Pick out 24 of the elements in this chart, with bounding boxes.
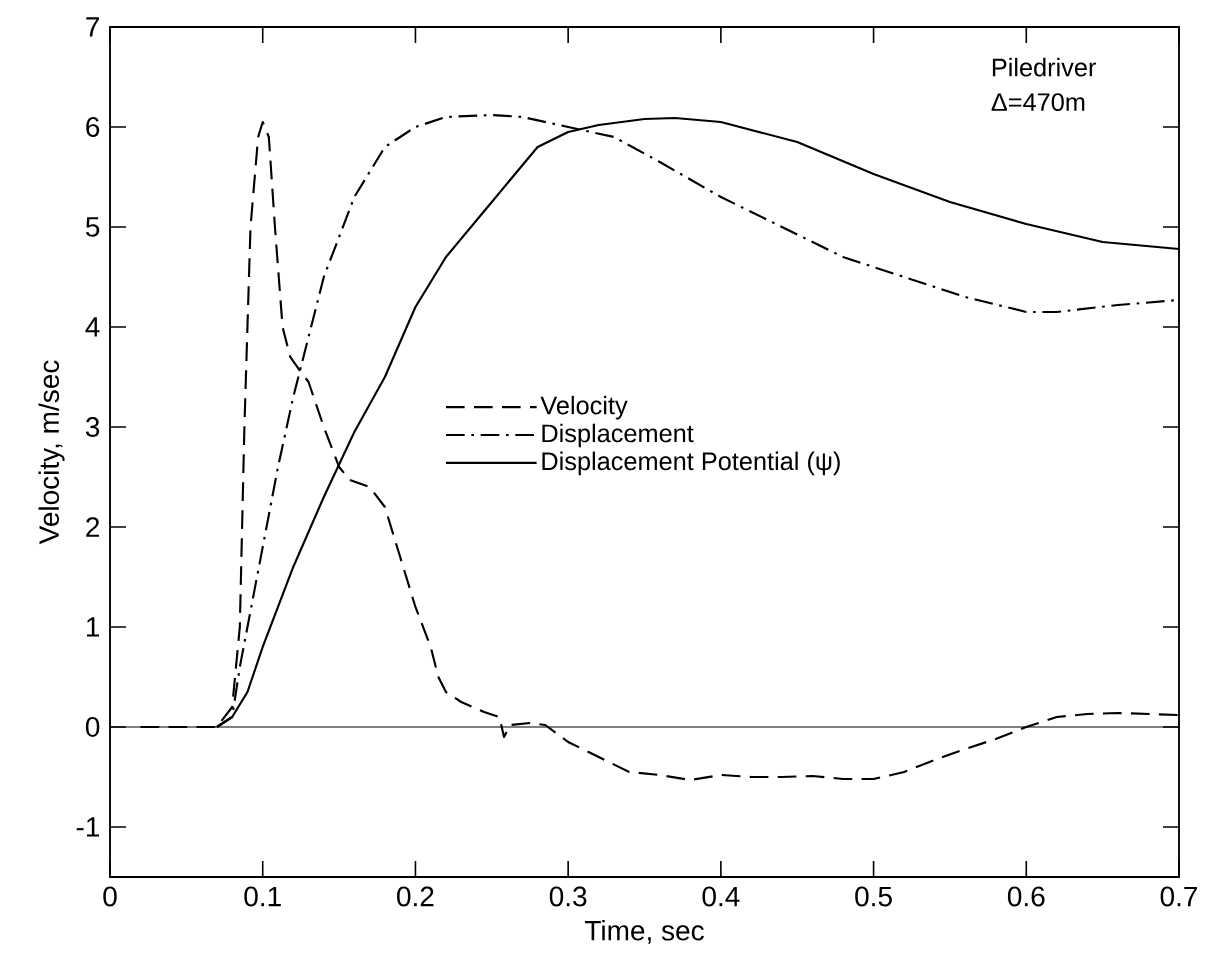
y-tick-label: 7 — [86, 17, 99, 37]
y-tick-label: 4 — [85, 317, 100, 337]
y-tick-label: 0 — [85, 717, 100, 737]
y-tick-label: 5 — [85, 217, 100, 237]
x-tick-label: 0.4 — [702, 886, 740, 907]
legend-label: Displacement Potential (ψ) — [542, 451, 840, 476]
y-tick-label: 1 — [86, 617, 100, 637]
y-tick-label: -1 — [76, 817, 100, 837]
y-tick-label: 3 — [85, 417, 100, 437]
y-tick-label: 6 — [86, 117, 100, 137]
x-tick-label: 0.7 — [1160, 886, 1198, 907]
annotation: Piledriver — [992, 57, 1096, 77]
legend-label: Velocity — [540, 395, 628, 420]
x-tick-label: 0.1 — [244, 886, 281, 907]
x-tick-label: 0.6 — [1007, 886, 1045, 907]
y-tick-label: 2 — [86, 517, 99, 537]
x-tick-label: 0 — [103, 886, 117, 907]
y-axis-title: Velocity, m/sec — [38, 360, 65, 545]
x-tick-label: 0.3 — [549, 886, 587, 907]
legend-label: Displacement — [542, 423, 694, 448]
annotation: Δ=470m — [991, 93, 1085, 112]
x-tick-label: 0.5 — [855, 886, 892, 907]
x-tick-label: 0.2 — [397, 886, 434, 907]
x-axis-title: Time, sec — [584, 920, 704, 944]
